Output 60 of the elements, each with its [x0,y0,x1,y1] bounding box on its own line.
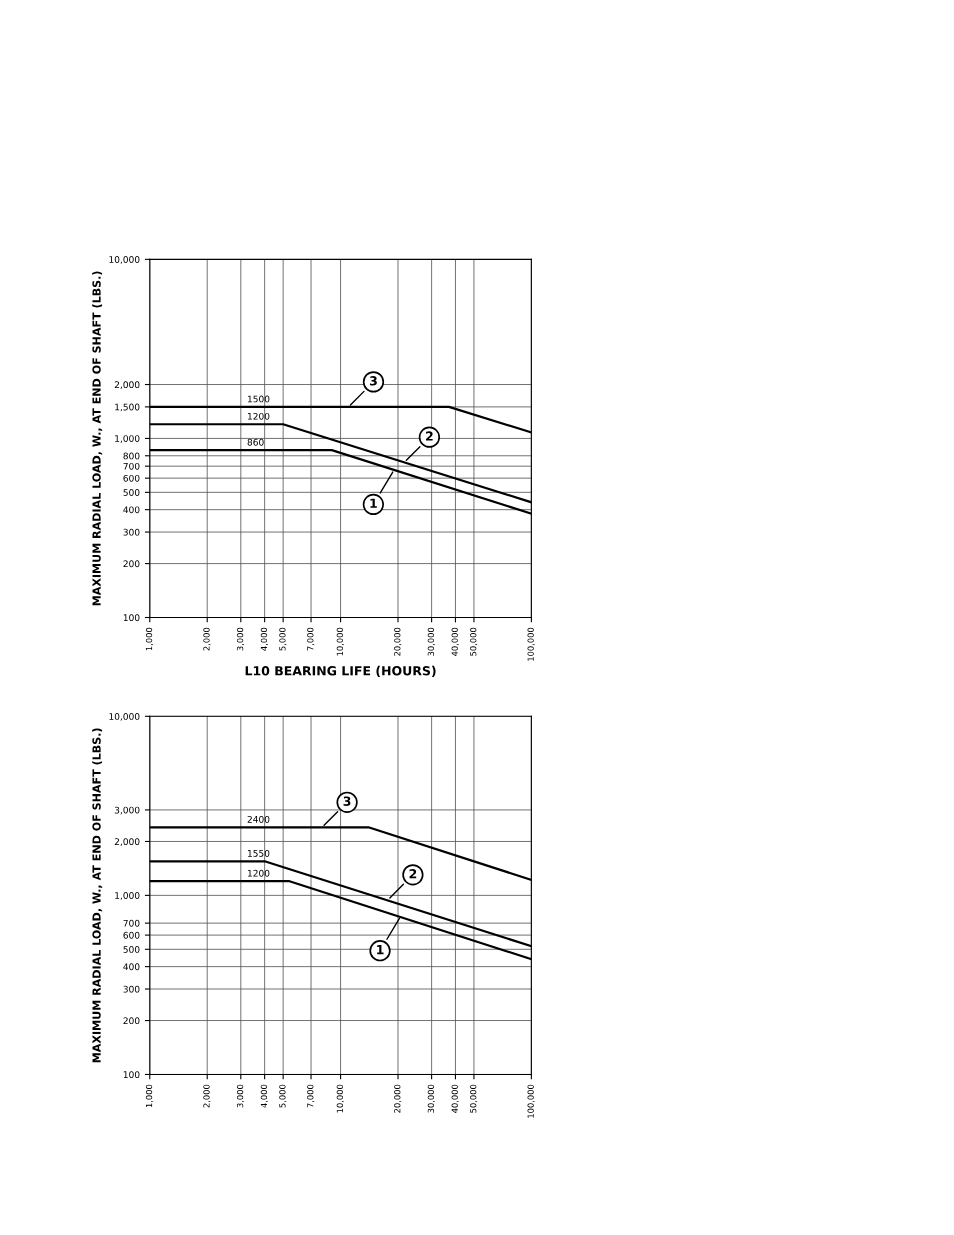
x-tick-label: 40,000 [451,627,459,656]
y-axis-title: MAXIMUM RADIAL LOAD, W., AT END OF SHAFT (LBS.) [92,271,103,606]
x-tick-label: 20,000 [394,627,402,656]
y-tick-label: 600 [123,931,140,939]
x-tick-label: 10,000 [336,1084,344,1113]
x-tick-label: 4,000 [260,627,268,651]
y-tick-label: 10,000 [109,256,140,264]
x-tick-label: 30,000 [427,1084,435,1113]
y-tick-label: 2,000 [114,381,140,389]
annotation: 1 [370,498,377,508]
x-tick-label: 40,000 [451,1084,459,1113]
x-tick-label: 30,000 [427,627,435,656]
annotation: 3 [343,796,351,806]
y-tick-label: 600 [123,474,140,482]
y-tick-label: 100 [123,614,140,622]
x-tick-label: 100,000 [527,1084,535,1118]
y-tick-label: 2,000 [114,838,140,846]
y-tick-label: 10,000 [109,713,140,721]
x-tick-label: 100,000 [527,627,535,661]
y-tick-label: 700 [123,919,140,927]
series-label: 1500 [247,395,270,403]
y-tick-label: 300 [123,985,140,993]
y-tick-label: 400 [123,963,140,971]
series-label: 1200 [247,869,270,877]
x-tick-label: 10,000 [336,627,344,656]
series-label: 2400 [247,815,270,823]
series-label: 1200 [247,412,270,420]
y-axis-title: MAXIMUM RADIAL LOAD, W., AT END OF SHAFT (LBS.) [92,728,103,1063]
y-tick-label: 3,000 [114,806,140,815]
x-tick-label: 5,000 [279,1084,287,1108]
annotation: 2 [409,869,417,879]
x-tick-label: 20,000 [394,1084,402,1113]
x-tick-label: 7,000 [307,1084,315,1108]
y-tick-label: 800 [123,452,140,460]
x-axis-title: L10 BEARING LIFE (HOURS) [245,665,436,677]
x-tick-label: 50,000 [470,627,478,656]
x-tick-label: 2,000 [203,627,211,651]
y-tick-label: 400 [123,506,140,514]
y-tick-label: 200 [123,1017,140,1025]
y-tick-label: 1,000 [115,892,140,900]
y-tick-label: 700 [123,462,140,470]
x-tick-label: 3,000 [236,627,245,651]
y-tick-label: 300 [123,528,140,536]
annotation: 1 [377,945,384,955]
y-tick-label: 1,000 [115,435,140,443]
x-tick-label: 50,000 [470,1084,478,1113]
y-tick-label: 200 [123,560,140,568]
y-tick-label: 100 [123,1071,140,1079]
x-tick-label: 7,000 [307,627,315,651]
x-tick-label: 4,000 [260,1084,268,1108]
series-label: 860 [247,438,264,446]
x-tick-label: 5,000 [279,627,287,651]
annotation: 3 [369,376,377,386]
series-label: 1550 [247,849,270,857]
y-tick-label: 1,500 [115,403,140,412]
annotation: 2 [426,431,433,441]
x-tick-label: 3,000 [236,1084,245,1108]
x-tick-label: 2,000 [203,1084,211,1108]
y-tick-label: 500 [123,489,140,496]
y-tick-label: 500 [123,946,140,953]
